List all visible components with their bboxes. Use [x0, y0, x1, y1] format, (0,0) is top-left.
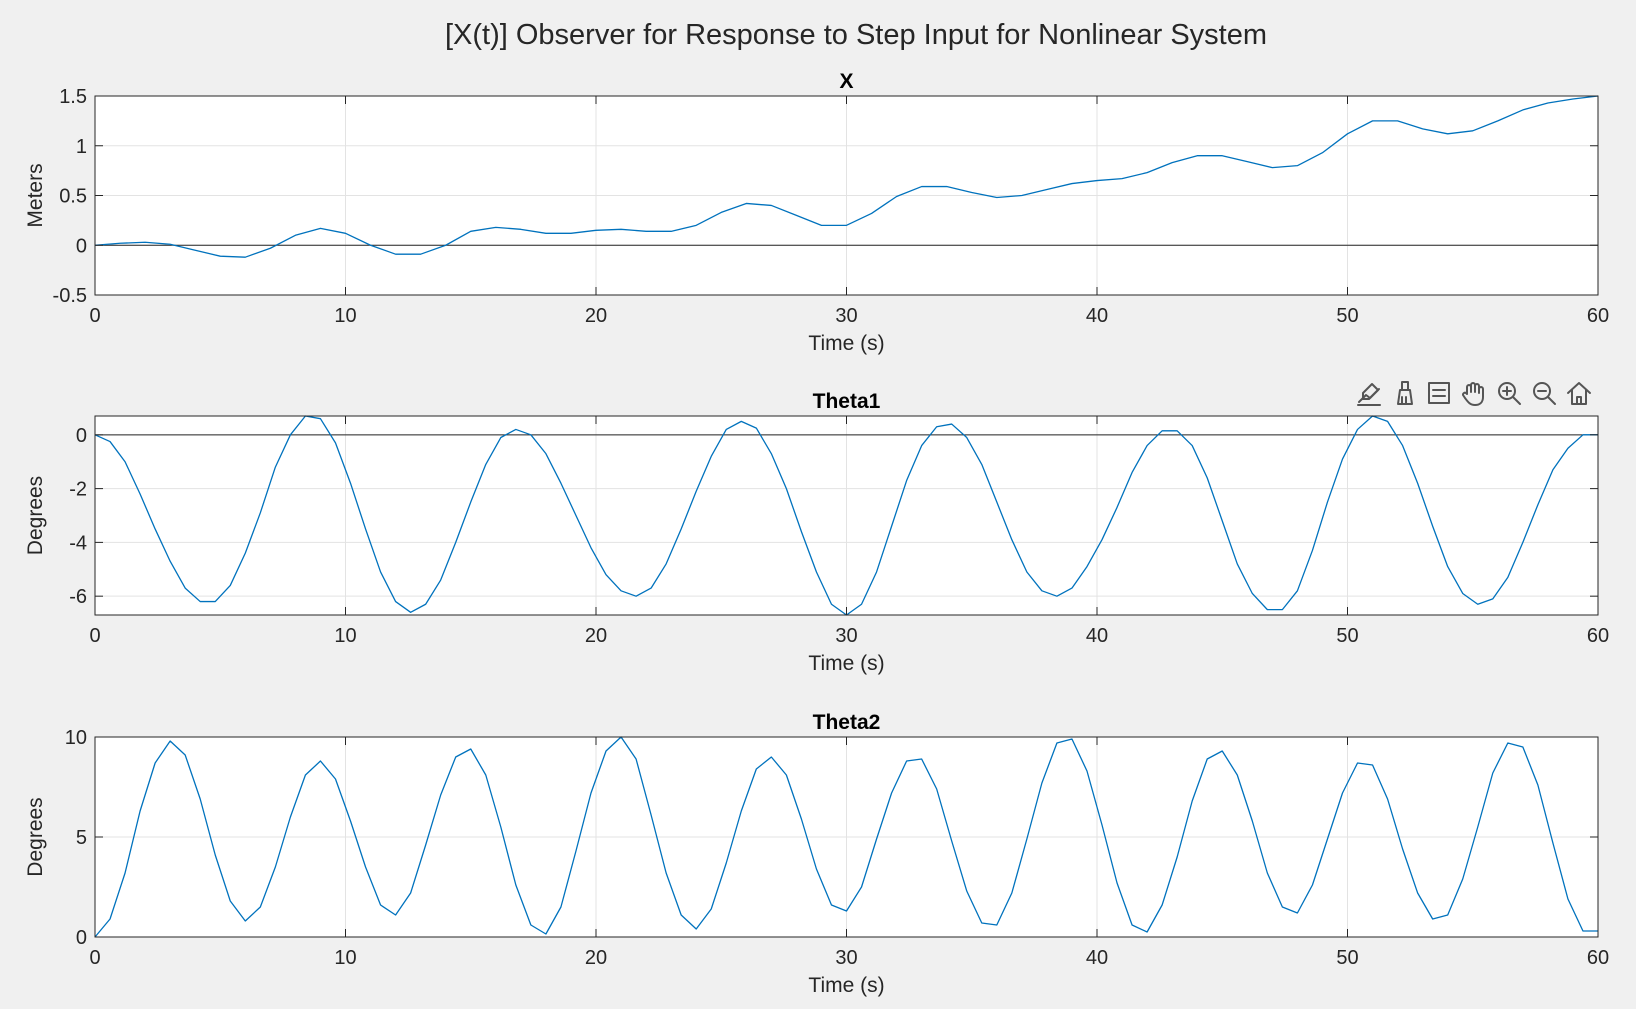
- y-tick-label: -4: [69, 532, 87, 554]
- x-tick-label: 30: [835, 305, 857, 327]
- y-tick-label: 5: [76, 827, 87, 849]
- home-icon[interactable]: [1562, 376, 1595, 410]
- x-tick-label: 20: [585, 947, 607, 969]
- x-tick-label: 60: [1587, 947, 1609, 969]
- series-line: [94, 736, 1598, 938]
- x-tick-label: 60: [1587, 625, 1609, 647]
- y-axis-label: Degrees: [24, 476, 47, 555]
- x-tick-label: 40: [1086, 625, 1108, 647]
- series-line: [94, 95, 1599, 258]
- x-axis-label: Time (s): [808, 974, 884, 997]
- x-tick-label: 0: [89, 625, 100, 647]
- y-tick-label: 0.5: [59, 186, 87, 208]
- pan-hand-icon[interactable]: [1457, 376, 1490, 410]
- x-tick-label: 10: [334, 305, 356, 327]
- x-axis-label: Time (s): [808, 332, 884, 355]
- x-tick-label: 50: [1336, 305, 1358, 327]
- subplot-title: X: [839, 70, 853, 93]
- subplot-title: Theta1: [813, 390, 881, 413]
- y-axis-label: Meters: [24, 163, 47, 227]
- subplot-theta2: 0 10 20 30 40 50 60 0 5 10 Theta2 Time (s) Degrees: [24, 711, 1609, 997]
- y-tick-label: 0: [76, 235, 87, 257]
- zoom-in-icon[interactable]: [1492, 376, 1525, 410]
- subplot-theta1: 0 10 20 30 40 50 60 -6 -4 -2 0 Theta1 Time (s) Degree…: [24, 390, 1609, 675]
- x-tick-label: 50: [1336, 947, 1358, 969]
- x-tick-label: 20: [585, 305, 607, 327]
- x-tick-label: 30: [835, 625, 857, 647]
- y-tick-label: -6: [69, 586, 87, 608]
- y-tick-label: 1: [76, 136, 87, 158]
- subplot-title: Theta2: [813, 711, 881, 734]
- x-axis-label: Time (s): [808, 652, 884, 675]
- zoom-out-icon[interactable]: [1527, 376, 1560, 410]
- y-tick-label: -0.5: [53, 285, 87, 307]
- x-tick-label: 30: [835, 947, 857, 969]
- x-tick-label: 40: [1086, 947, 1108, 969]
- data-tips-icon[interactable]: [1352, 376, 1385, 410]
- y-tick-label: 10: [65, 727, 87, 749]
- y-tick-label: 0: [76, 425, 87, 447]
- figure-title: [X(t)] Observer for Response to Step Inp…: [445, 19, 1267, 51]
- y-axis-label: Degrees: [24, 797, 47, 876]
- brush-icon[interactable]: [1387, 376, 1420, 410]
- x-tick-label: 50: [1336, 625, 1358, 647]
- y-tick-label: 0: [76, 927, 87, 949]
- y-tick-label: -2: [69, 479, 87, 501]
- x-tick-label: 10: [334, 625, 356, 647]
- x-tick-label: 10: [334, 947, 356, 969]
- x-tick-label: 0: [89, 305, 100, 327]
- y-tick-label: 1.5: [59, 86, 87, 108]
- x-tick-label: 20: [585, 625, 607, 647]
- x-tick-label: 0: [89, 947, 100, 969]
- x-tick-label: 60: [1587, 305, 1609, 327]
- legend-icon[interactable]: [1422, 376, 1455, 410]
- axes-toolbar: [1352, 376, 1595, 412]
- x-tick-label: 40: [1086, 305, 1108, 327]
